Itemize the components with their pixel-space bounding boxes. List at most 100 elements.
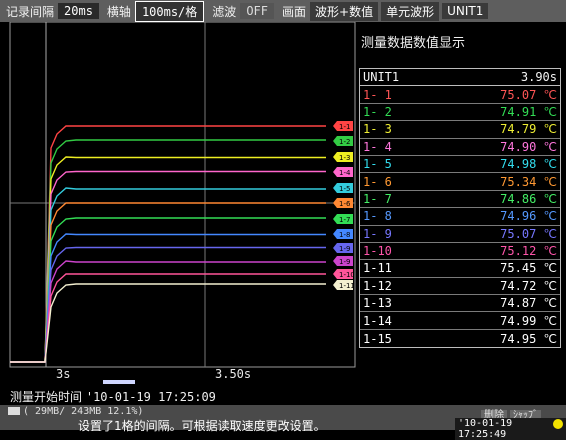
channel-name: 1- 1 [363,87,392,102]
trace-line [10,170,326,363]
table-row: 1-12 74.72 ℃ [360,278,560,296]
channel-tag-label: 1-3 [339,154,350,162]
channel-tag-icon [333,183,353,193]
table-row: 1- 9 75.07 ℃ [360,226,560,243]
channel-value: 74.90 ℃ [500,139,557,154]
filter-label: 滤波 [212,4,237,19]
channel-value: 74.87 ℃ [500,296,557,311]
channel-tag-icon [333,136,353,146]
unit-waveform-button[interactable]: 单元波形 [381,1,440,21]
shift-key[interactable]: ｼｬｯﾌﾞ [510,410,541,421]
table-row: 1- 7 74.86 ℃ [360,191,560,209]
trace-line [10,202,326,363]
table-row: 1-14 74.99 ℃ [360,312,560,330]
channel-value: 74.79 ℃ [500,122,557,137]
channel-name: 1-10 [363,244,392,259]
channel-marker: 1-1 [333,121,353,131]
screen-mode-value[interactable]: 波形+数值 [310,1,379,21]
memory-status: ( 29MB/ 243MB 12.1%) [8,406,143,417]
channel-tag-icon [333,256,353,266]
channel-marker: 1-9 [333,243,353,253]
table-row: 1- 1 75.07 ℃ [360,86,560,104]
channel-marker: 1-4 [333,167,353,177]
measure-start-label: 测量开始时间 [10,390,83,404]
trace-line [10,187,326,363]
channel-name: 1-12 [363,278,392,293]
channel-value: 75.12 ℃ [500,244,557,259]
channel-tag-label: 1-6 [339,200,351,208]
trace-group [10,125,326,363]
channel-tag-icon [333,269,353,279]
channel-tag-label: 1-10 [339,271,355,279]
table-row: 1- 5 74.98 ℃ [360,156,560,174]
channel-tag-label: 1-9 [339,258,350,266]
channel-name: 1- 3 [363,122,392,137]
time-scroll-thumb[interactable] [103,380,135,384]
table-row: 1- 3 74.79 ℃ [360,121,560,139]
channel-value: 75.34 ℃ [500,174,557,189]
channel-value: 74.86 ℃ [500,191,557,206]
measure-start-time: '10-01-19 17:25:09 [85,390,216,404]
channel-tag-label: 1-9 [339,245,350,253]
channel-marker: 1-6 [333,198,353,208]
marker-group: 1-1 1-2 1-3 1-4 1-5 1-6 1-7 1-8 1-9 1-9 1-10 1-11 [333,121,355,290]
unit-select[interactable]: UNIT1 [442,3,489,19]
channel-tag-icon [333,229,353,239]
channel-tag-icon [333,152,353,162]
x-label-mid: 3.50s [215,367,251,381]
channel-tag-icon [333,121,353,131]
channel-tag-icon [333,214,353,224]
channel-marker: 1-10 [333,269,355,279]
memory-usage: ( 29MB/ 243MB 12.1%) [23,406,144,417]
plot-frame [9,22,356,368]
clock: '10-01-19 17:25:49 [455,418,566,440]
filter-value[interactable]: OFF [240,3,274,19]
status-indicator-icon [553,419,563,429]
channel-marker: 1-2 [333,136,353,146]
channel-name: 1- 8 [363,209,392,224]
trace-line [10,283,326,363]
panel-title: 测量数据数值显示 [361,36,466,51]
channel-tag-label: 1-8 [339,231,350,239]
channel-tag-label: 1-4 [339,169,351,177]
channel-value: 75.07 ℃ [500,87,557,102]
channel-marker: 1-8 [333,229,353,239]
channel-name: 1-14 [363,313,392,328]
table-row: 1- 2 74.91 ℃ [360,104,560,122]
table-row: 1-10 75.12 ℃ [360,243,560,261]
status-message: 设置了1格的间隔。可根据读取速度更改设置。 [78,419,326,433]
waveform-plot[interactable]: 1-1 1-2 1-3 1-4 1-5 1-6 1-7 1-8 1-9 1-9 1-10 1-11 3… [0,22,358,387]
trace-line [10,233,326,363]
channel-tag-label: 1-5 [339,185,350,193]
channel-value: 74.95 ℃ [500,331,557,346]
unit-name: UNIT1 [363,70,400,85]
channel-tag-label: 1-11 [339,282,355,290]
trace-line [10,125,326,363]
elapsed-time: 3.90s [520,70,557,85]
values-table: UNIT1 3.90s 1- 1 75.07 ℃ 1- 2 74.91 ℃ 1- 3 74… [359,68,561,349]
channel-tag-icon [333,167,353,177]
rec-interval-value[interactable]: 20ms [58,3,99,19]
channel-marker: 1-7 [333,214,353,224]
time-axis-value[interactable]: 100ms/格 [134,0,205,22]
x-label-left: 3s [56,367,70,381]
table-row: 1- 6 75.34 ℃ [360,173,560,191]
channel-name: 1-13 [363,296,392,311]
channel-marker: 1-3 [333,152,353,162]
key-hints: 删除 ｼｬｯﾌﾞ [478,406,541,421]
trace-line [10,260,326,363]
delete-key[interactable]: 删除 [481,410,507,421]
channel-name: 1- 5 [363,157,392,172]
table-row: 1-11 75.45 ℃ [360,260,560,278]
channel-name: 1- 6 [363,174,392,189]
table-row: 1- 8 74.96 ℃ [360,208,560,226]
top-toolbar: 记录间隔 20ms 横轴 100ms/格 滤波 OFF 画面 波形+数值 单元波… [0,0,566,22]
memory-card-icon [8,407,20,415]
channel-name: 1-11 [363,261,392,276]
channel-name: 1-15 [363,331,392,346]
channel-tag-icon [333,243,353,253]
screen-label: 画面 [282,4,307,19]
channel-tag-label: 1-7 [339,216,350,224]
channel-marker: 1-11 [333,280,355,290]
channel-name: 1- 2 [363,104,392,119]
